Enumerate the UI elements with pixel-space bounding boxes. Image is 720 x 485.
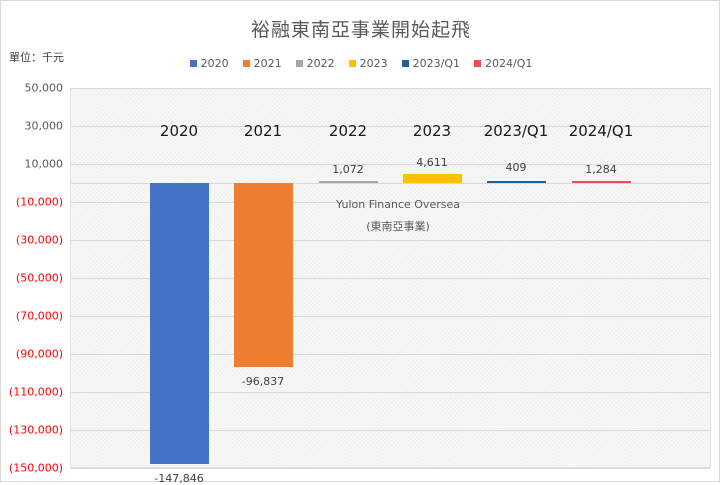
legend-swatch-icon (474, 60, 481, 67)
gridline (71, 240, 710, 241)
annotation-line-1: Yulon Finance Oversea (336, 198, 460, 211)
legend-swatch-icon (189, 60, 197, 67)
bar-2021 (233, 183, 293, 367)
gridline (71, 88, 710, 89)
legend-label: 2021 (253, 57, 282, 70)
y-tick-label: 30,000 (24, 119, 64, 133)
y-tick-label: (30,000) (15, 233, 63, 247)
value-label: 409 (505, 161, 527, 174)
legend-item: 2022 (295, 57, 335, 70)
y-tick-label: (50,000) (15, 271, 63, 285)
plot-area (70, 88, 711, 469)
legend: 2020 2021 2022 2023 2023/Q1 2024/Q1 (1, 57, 720, 70)
value-label: 4,611 (416, 156, 448, 170)
gridline (71, 278, 710, 279)
gridline (71, 316, 710, 317)
legend-label: 2023/Q1 (412, 57, 460, 70)
legend-item: 2020 (189, 57, 229, 70)
legend-swatch-icon (401, 60, 409, 67)
legend-label: 2023 (359, 57, 388, 70)
gridline (71, 202, 710, 203)
y-tick-label: 50,000 (24, 81, 64, 95)
chart-annotation: Yulon Finance Oversea (東南亞事業) (298, 194, 498, 238)
category-label: 2023 (412, 122, 452, 140)
category-label: 2022 (328, 122, 368, 140)
gridline (71, 164, 710, 165)
legend-label: 2024/Q1 (485, 57, 533, 70)
gridline (71, 392, 710, 393)
legend-item: 2023 (348, 57, 388, 70)
chart-title: 裕融東南亞事業開始起飛 (250, 19, 471, 41)
zero-gridline (71, 183, 710, 184)
bar-2023 (402, 174, 462, 183)
legend-item: 2021 (242, 57, 282, 70)
value-label: 1,072 (332, 162, 364, 176)
legend-label: 2022 (306, 57, 335, 70)
legend-label: 2020 (200, 57, 229, 70)
y-tick-label: 10,000 (24, 157, 64, 171)
unit-label: 單位：千元 (9, 51, 64, 64)
y-tick-label: (150,000) (8, 461, 63, 475)
y-tick-label: (110,000) (8, 385, 63, 399)
bar-2020 (149, 183, 209, 464)
y-tick-label: (90,000) (15, 347, 63, 361)
category-label: 2020 (159, 122, 199, 140)
y-tick-label: (70,000) (15, 309, 63, 323)
bar-2023-q1 (486, 181, 546, 183)
bar-2024-q1 (571, 180, 631, 183)
value-label: -147,846 (154, 471, 204, 485)
category-label: 2023/Q1 (483, 122, 549, 140)
legend-swatch-icon (295, 60, 303, 67)
y-tick-label: (10,000) (15, 195, 63, 209)
gridline (71, 354, 710, 355)
value-label: 1,284 (585, 162, 617, 176)
gridline (71, 430, 710, 431)
category-label: 2021 (243, 122, 283, 140)
category-label: 2024/Q1 (568, 122, 634, 140)
legend-item: 2024/Q1 (474, 57, 532, 70)
annotation-line-2: (東南亞事業) (366, 220, 430, 233)
gridline (71, 126, 710, 127)
bar-2022 (318, 180, 378, 183)
value-label: -96,837 (241, 374, 285, 388)
y-tick-label: (130,000) (8, 423, 63, 437)
legend-swatch-icon (348, 60, 356, 67)
legend-item: 2023/Q1 (401, 57, 460, 70)
gridline (71, 468, 710, 469)
legend-swatch-icon (242, 60, 250, 67)
